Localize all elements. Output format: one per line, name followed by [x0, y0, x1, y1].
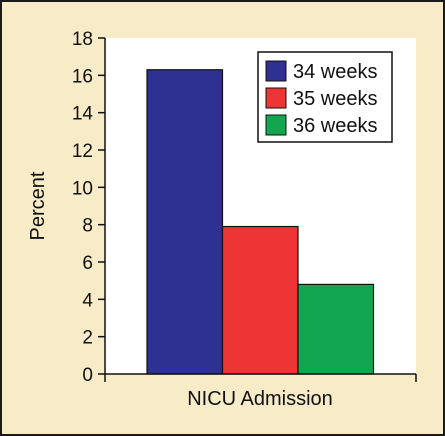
y-tick-label: 10	[72, 178, 93, 199]
legend-swatch	[265, 87, 287, 109]
legend: 34 weeks 35 weeks 36 weeks	[257, 51, 393, 143]
y-tick-label: 2	[82, 328, 93, 349]
y-tick-label: 12	[72, 141, 93, 162]
y-tick-label: 4	[82, 290, 93, 311]
y-tick-label: 0	[82, 365, 93, 386]
y-tick-label: 14	[72, 104, 94, 125]
y-tick-label: 16	[72, 66, 93, 87]
legend-swatch	[265, 114, 287, 136]
bar-36-weeks	[297, 283, 375, 375]
x-axis-label: NICU Admission	[187, 388, 333, 410]
y-axis-label: Percent	[27, 171, 49, 240]
legend-swatch	[265, 60, 287, 82]
y-tick-label: 18	[72, 29, 93, 50]
bar-35-weeks	[221, 225, 299, 375]
y-tick-label: 8	[82, 216, 93, 237]
legend-label: 35 weeks	[293, 88, 378, 110]
legend-label: 34 weeks	[293, 61, 378, 83]
legend-label: 36 weeks	[293, 115, 378, 137]
y-tick-label: 6	[82, 253, 93, 274]
bar-34-weeks	[146, 69, 224, 375]
